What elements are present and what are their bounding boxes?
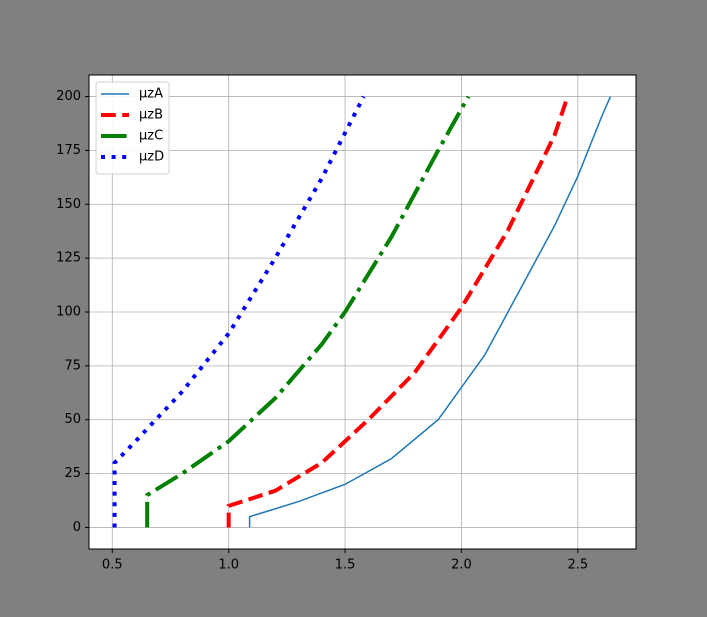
legend-label: μzD [139,150,164,165]
y-tick-label: 175 [56,143,81,158]
data-line [248,96,612,528]
y-tick-label: 150 [56,197,81,212]
x-tick-label: 1.5 [335,558,356,573]
legend: μzA μzB μzC μzD [95,81,170,175]
legend-box [95,81,170,175]
legend-label: μzA [139,87,163,102]
grid [89,75,636,549]
x-tick-label: 0.5 [102,558,123,573]
y-tick-label: 100 [56,305,81,320]
y-tick-label: 50 [64,412,81,427]
data-line [145,95,471,528]
y-tick-label: 200 [56,89,81,104]
y-tick-label: 75 [64,358,81,373]
ticks: 0.5 1.0 1.5 2.0 2.5 0 25 50 75 100 125 150 175 200 [56,89,588,572]
x-tick-label: 2.5 [567,558,588,573]
legend-label: μzB [139,108,163,123]
y-tick-label: 125 [56,251,81,266]
legend-label: μzC [139,129,163,144]
y-tick-label: 0 [73,520,81,535]
y-tick-label: 25 [64,466,81,481]
lines [112,95,612,528]
x-tick-label: 1.0 [218,558,239,573]
x-tick-label: 2.0 [451,558,472,573]
data-line [226,100,569,528]
